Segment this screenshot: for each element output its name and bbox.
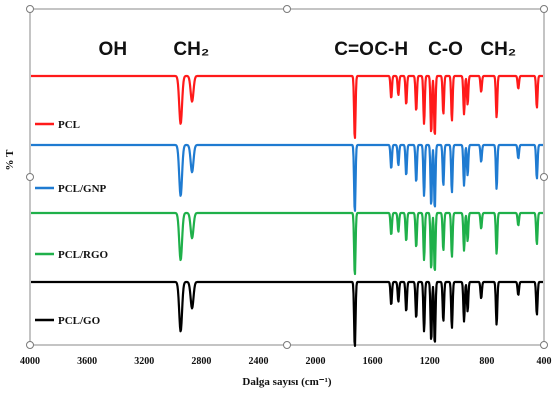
x-tick-label: 2000: [306, 356, 326, 367]
y-axis-label: % T: [4, 149, 16, 171]
resize-handle[interactable]: [26, 173, 34, 181]
resize-handle[interactable]: [26, 341, 34, 349]
series-line: [30, 211, 544, 276]
x-tick-label: 2400: [248, 356, 268, 367]
series-line: [30, 280, 544, 347]
legend-label: PCL: [58, 119, 80, 131]
annotation-label: CH₂: [173, 39, 209, 60]
annotation-label: C-H: [374, 39, 408, 60]
x-tick-label: 800: [479, 356, 494, 367]
resize-handle[interactable]: [540, 341, 548, 349]
resize-handle[interactable]: [283, 341, 291, 349]
x-tick-label: 1600: [363, 356, 383, 367]
x-tick-label: 1200: [420, 356, 440, 367]
annotation-label: CH₂: [480, 39, 516, 60]
annotation-label: C-O: [428, 39, 463, 60]
resize-handle[interactable]: [283, 5, 291, 13]
series-line: [30, 143, 544, 212]
x-tick-label: 3600: [77, 356, 97, 367]
legend-label: PCL/GO: [58, 315, 101, 327]
annotation-label: C=O: [334, 39, 374, 60]
annotation-label: OH: [99, 39, 128, 60]
legend-label: PCL/GNP: [58, 183, 107, 195]
series-line: [30, 74, 544, 139]
resize-handle[interactable]: [26, 5, 34, 13]
x-tick-label: 3200: [134, 356, 154, 367]
x-tick-label: 4000: [20, 356, 40, 367]
x-axis-label: Dalga sayısı (cm⁻¹): [242, 376, 331, 388]
legend-label: PCL/RGO: [58, 249, 109, 261]
x-tick-label: 2800: [191, 356, 211, 367]
resize-handle[interactable]: [540, 5, 548, 13]
resize-handle[interactable]: [540, 173, 548, 181]
x-tick-label: 400: [537, 356, 552, 367]
